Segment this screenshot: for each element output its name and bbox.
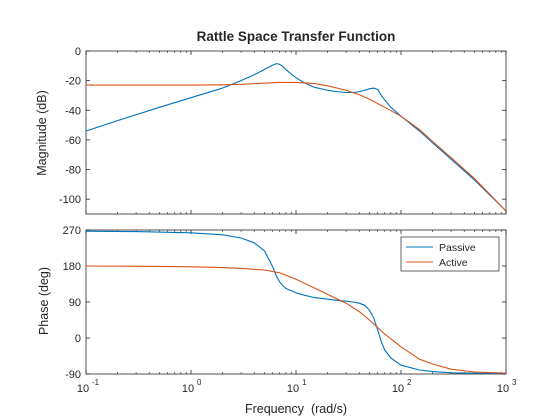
x-tick-label: 10	[182, 383, 194, 395]
phase-y-tick-label: 270	[63, 225, 81, 237]
magnitude-y-tick-label: -20	[65, 76, 81, 88]
x-tick-exponent: 1	[302, 378, 307, 387]
magnitude-series-active	[86, 81, 506, 212]
chart-title: Rattle Space Transfer Function	[197, 29, 396, 44]
phase-series-passive	[86, 230, 506, 374]
magnitude-y-tick-label: -60	[65, 135, 81, 147]
x-tick-exponent: 0	[197, 378, 202, 387]
magnitude-y-tick-label: -80	[65, 165, 81, 177]
legend-box	[400, 236, 500, 272]
legend-label-active: Active	[439, 257, 468, 269]
x-tick-label: 10	[392, 383, 404, 395]
phase-y-tick-label: 0	[75, 333, 81, 345]
x-tick-label: 10	[497, 383, 509, 395]
magnitude-plot: 0 -20 -40 -60 -80 -100	[59, 46, 507, 215]
phase-y-axis-label: Phase (deg)	[37, 267, 51, 335]
phase-y-tick-label: 90	[69, 297, 81, 309]
phase-series-active	[86, 265, 506, 374]
x-tick-label: 10	[287, 383, 299, 395]
x-tick-exponent: -1	[92, 378, 100, 387]
phase-y-tick-label: 180	[63, 261, 81, 273]
x-tick-exponent: 2	[407, 378, 412, 387]
magnitude-series-passive	[86, 63, 506, 212]
magnitude-y-tick-label: -40	[65, 105, 81, 117]
phase-plot: 270180900-9010-1100101102103PassiveActiv…	[63, 225, 517, 395]
x-tick-label: 10	[77, 383, 89, 395]
legend: Passive Active	[400, 236, 500, 272]
magnitude-y-axis-label: Magnitude (dB)	[35, 90, 49, 175]
legend-label-passive: Passive	[439, 242, 476, 254]
magnitude-y-tick-label: -100	[59, 194, 81, 206]
magnitude-y-tick-label: 0	[75, 46, 81, 58]
phase-y-tick-label: -90	[65, 369, 81, 381]
magnitude-axes-box	[85, 50, 507, 215]
x-axis-label: Frequency (rad/s)	[245, 402, 347, 416]
x-tick-exponent: 3	[512, 378, 517, 387]
